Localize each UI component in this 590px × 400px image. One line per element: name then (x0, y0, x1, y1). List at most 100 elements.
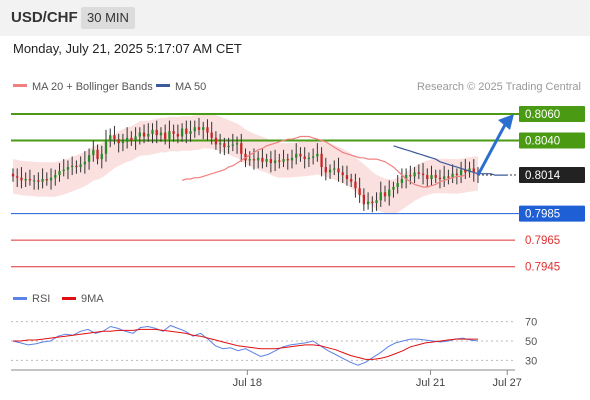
ma50-legend-label: MA 50 (175, 81, 206, 93)
candle-body (396, 183, 399, 188)
candle-body (49, 177, 53, 181)
rsi-ma-legend-swatch (62, 297, 76, 300)
candle-body (388, 189, 391, 197)
candle-body (265, 159, 268, 162)
candle-body (197, 127, 201, 130)
candle-body (337, 168, 340, 173)
level-label-bg-0.7985 (519, 205, 585, 222)
candle-body (354, 181, 357, 189)
candle-body (41, 179, 44, 182)
candle-body (45, 179, 48, 181)
candle-body (121, 141, 125, 144)
candle-body (193, 127, 196, 132)
rsi-legend-label: RSI (32, 293, 50, 305)
candle-body (417, 172, 420, 174)
candle-body (75, 165, 78, 168)
candle-body (472, 168, 475, 173)
candle-body (375, 200, 378, 203)
candle-body (447, 176, 450, 178)
symbol-title: USD/CHF (11, 9, 78, 26)
candle-body (62, 169, 65, 172)
candle-body (409, 175, 412, 177)
candle-body (109, 135, 112, 141)
candle-body (176, 133, 180, 137)
candle-body (210, 132, 213, 138)
candle-body (459, 169, 463, 176)
candle-body (11, 173, 15, 177)
candle-body (451, 173, 454, 178)
candle-body (189, 131, 192, 134)
candle-body (290, 157, 294, 161)
candle-body (269, 159, 273, 164)
x-axis-ticks: Jul 18 Jul 21 Jul 27 (233, 370, 522, 389)
chart-header: USD/CHF 30 MIN (0, 0, 590, 36)
rsi-panel: 70 50 30 (11, 317, 537, 367)
candle-body (404, 175, 408, 180)
chart-panel (0, 36, 590, 400)
level-label-0.7945: 0.7945 (525, 262, 560, 274)
candle-body (96, 149, 99, 160)
candle-body (464, 169, 467, 173)
forecast-arrow-shaft (476, 122, 508, 176)
timeframe-button[interactable]: 30 MIN (81, 7, 135, 29)
candle-body (328, 169, 332, 173)
candle-body (455, 173, 459, 176)
candle-body (307, 157, 311, 160)
candle-body (28, 179, 32, 181)
level-label-bg-0.8060 (519, 105, 585, 122)
candle-body (299, 153, 302, 157)
candle-body (235, 143, 239, 145)
candle-body (240, 143, 243, 154)
candle-body (214, 137, 218, 145)
level-labels: 0.8060 0.8040 0.8014 0.7985 0.7965 0.7945 (519, 105, 585, 274)
credit-label: Research © 2025 Trading Central (417, 81, 581, 93)
candle-body (303, 156, 306, 160)
candle-body (443, 176, 446, 180)
candle-body (278, 160, 281, 162)
candle-body (295, 153, 298, 158)
candle-body (438, 177, 442, 180)
ma20-legend-label: MA 20 + Bollinger Bands (32, 81, 153, 93)
candle-body (392, 187, 395, 190)
candle-body (104, 140, 108, 154)
candle-body (430, 175, 433, 180)
candle-body (134, 136, 137, 141)
candle-body (316, 153, 319, 157)
candle-body (172, 131, 175, 134)
rsi-ma-legend-label: 9MA (81, 293, 104, 305)
candle-body (218, 143, 222, 145)
level-label-0.8060: 0.8060 (525, 109, 560, 121)
candle-body (371, 201, 374, 203)
x-tick-label: Jul 21 (416, 377, 445, 389)
candle-body (413, 172, 416, 177)
candle-body (159, 132, 163, 136)
candle-body (164, 132, 167, 140)
candle-body (362, 194, 366, 205)
ma50-legend-swatch (156, 84, 170, 87)
candle-body (345, 175, 349, 180)
candle-body (206, 127, 209, 133)
candle-body (117, 139, 120, 144)
forecast-arrow-head (498, 113, 514, 130)
candle-body (202, 127, 205, 130)
candle-body (130, 137, 133, 141)
candle-body (180, 128, 184, 137)
candle-body (24, 179, 27, 181)
candle-body (358, 188, 361, 195)
candle-body (468, 168, 471, 173)
price-levels (11, 112, 520, 268)
timestamp: Monday, July 21, 2025 5:17:07 AM CET (13, 41, 242, 56)
candle-body (16, 176, 19, 178)
candle-body (142, 132, 146, 137)
x-tick-label: Jul 18 (233, 377, 262, 389)
candle-body (155, 129, 158, 136)
rsi-legend-swatch (13, 297, 27, 300)
candle-body (92, 149, 95, 156)
candle-body (168, 131, 171, 140)
candle-body (286, 159, 289, 161)
candle-body (227, 145, 230, 148)
candle-body (79, 164, 82, 168)
candle-body (261, 157, 264, 162)
candle-body (83, 161, 87, 165)
candle-body (147, 133, 150, 137)
